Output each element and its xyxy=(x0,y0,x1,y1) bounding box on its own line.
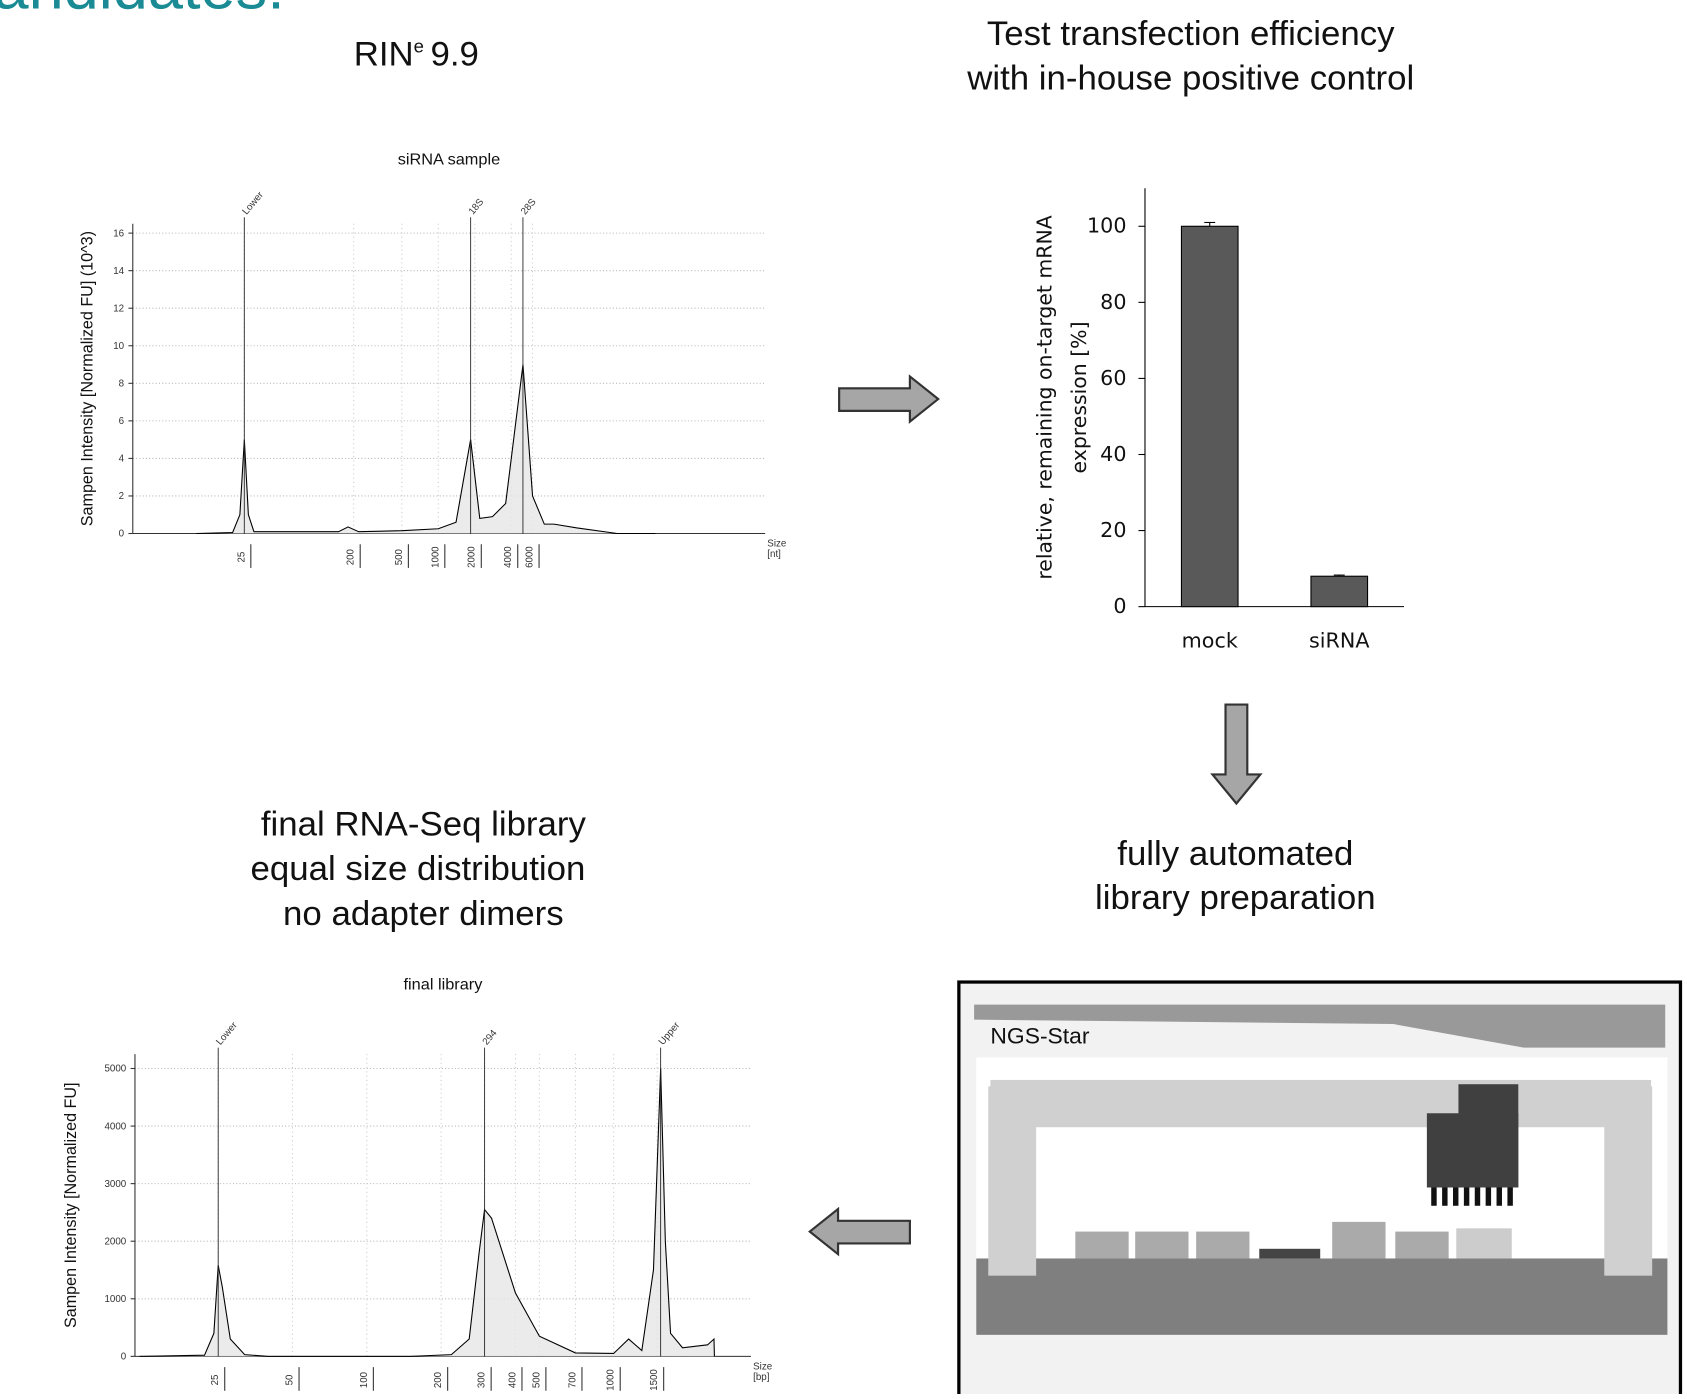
x-tick-label: 400 xyxy=(507,1371,518,1388)
rin-text: RINe 9.9 xyxy=(354,36,479,74)
labware xyxy=(1456,1228,1512,1258)
x-tick-label: 50 xyxy=(284,1374,295,1385)
rin-sup: e xyxy=(414,36,424,57)
x-tick-label: 25 xyxy=(210,1375,221,1386)
x-tick-label: 1500 xyxy=(649,1369,660,1391)
y-tick-label: 0 xyxy=(119,529,125,540)
transfection-text: Test transfection efficiency xyxy=(987,15,1395,53)
y-tick-label: 12 xyxy=(113,303,124,314)
x-axis-label: [nt] xyxy=(767,549,781,560)
y-tick-label: 8 xyxy=(119,379,124,390)
data-line xyxy=(196,365,655,534)
gantry-leg xyxy=(988,1086,1036,1275)
tip-rack xyxy=(1259,1249,1320,1259)
x-tick-label: 25 xyxy=(236,552,247,563)
instrument-diagram: NGS-Star xyxy=(959,982,1681,1394)
y-tick-label: 2 xyxy=(119,491,124,502)
transfection-text: with in-house positive control xyxy=(966,59,1414,97)
bar xyxy=(1181,226,1238,606)
instrument-label: NGS-Star xyxy=(990,1022,1089,1048)
page: andidates: RINe 9.9 Test transfection eff… xyxy=(0,0,1687,1394)
y-tick-label: 2000 xyxy=(105,1236,127,1247)
y-tick-label: 4000 xyxy=(105,1121,127,1132)
arrow xyxy=(810,1209,910,1254)
y-tick-label: 1000 xyxy=(105,1294,127,1305)
labware xyxy=(1332,1222,1385,1259)
chart-title: siRNA sample xyxy=(398,151,500,169)
gantry xyxy=(990,1080,1651,1127)
peak-label: 28S xyxy=(519,196,539,217)
x-tick-label: 2000 xyxy=(467,546,478,568)
x-axis-label: Size xyxy=(767,538,786,549)
x-tick-label: 200 xyxy=(433,1371,444,1388)
y-tick-label: 80 xyxy=(1100,290,1126,314)
y-tick-label: 40 xyxy=(1100,442,1126,466)
automation-text: fully automated xyxy=(1117,835,1353,873)
x-axis-label: [bp] xyxy=(753,1372,769,1383)
x-tick-label: 100 xyxy=(359,1371,370,1388)
peak-label: Lower xyxy=(214,1020,240,1048)
y-axis-label: Sampen Intensity [Normalized FU] (10^3) xyxy=(78,231,96,526)
y-tick-label: 4 xyxy=(119,454,125,465)
arrow xyxy=(1212,705,1260,804)
x-tick-label: 1000 xyxy=(606,1369,617,1391)
y-tick-label: 6 xyxy=(119,416,124,427)
library-text: no adapter dimers xyxy=(283,895,564,933)
y-tick-label: 16 xyxy=(113,228,124,239)
x-tick-label: 500 xyxy=(394,549,405,566)
peak-label: 18S xyxy=(467,196,487,217)
x-tick-label: 700 xyxy=(567,1371,578,1388)
x-tick-label: mock xyxy=(1182,629,1238,653)
pipetting-head xyxy=(1427,1113,1518,1187)
slide: andidates: RINe 9.9 Test transfection eff… xyxy=(0,0,1687,1394)
y-tick-label: 3000 xyxy=(105,1179,127,1190)
peak-label: Upper xyxy=(657,1020,683,1048)
slide-title: andidates: xyxy=(0,0,285,23)
library-text: equal size distribution xyxy=(251,850,586,888)
gantry-leg xyxy=(1604,1086,1652,1275)
data-line xyxy=(140,1069,715,1357)
y-tick-label: 20 xyxy=(1100,518,1126,542)
automation-text: library preparation xyxy=(1095,879,1376,917)
x-axis-label: Size xyxy=(753,1361,772,1372)
x-tick-label: siRNA xyxy=(1309,629,1369,653)
y-tick-label: 14 xyxy=(113,266,124,277)
deck xyxy=(976,1258,1667,1334)
bar xyxy=(1311,576,1368,606)
rin-label: RIN xyxy=(354,36,414,74)
x-tick-label: 6000 xyxy=(524,546,535,568)
x-tick-label: 4000 xyxy=(503,546,514,568)
x-tick-label: 1000 xyxy=(430,546,441,568)
x-tick-label: 200 xyxy=(346,549,357,566)
peak-label: Lower xyxy=(240,189,266,217)
library-text: final RNA-Seq library xyxy=(261,806,587,844)
labware xyxy=(1075,1232,1128,1259)
y-tick-label: 0 xyxy=(121,1352,127,1363)
y-tick-label: 10 xyxy=(113,341,124,352)
rin-value: 9.9 xyxy=(431,36,479,74)
y-axis-label: expression [%] xyxy=(1067,321,1091,473)
y-tick-label: 100 xyxy=(1087,214,1126,238)
y-tick-label: 60 xyxy=(1100,366,1126,390)
x-tick-label: 300 xyxy=(477,1371,488,1388)
y-axis-label: Sampen Intensity [Normalized FU] xyxy=(62,1082,80,1328)
y-tick-label: 5000 xyxy=(105,1064,127,1075)
y-axis-label: relative, remaining on-target mRNA xyxy=(1032,215,1056,579)
labware xyxy=(1135,1232,1188,1259)
chart-title: final library xyxy=(404,976,484,994)
peak-label: 294 xyxy=(481,1028,500,1048)
y-tick-label: 0 xyxy=(1113,594,1126,618)
arrow xyxy=(839,376,938,421)
labware xyxy=(1196,1232,1249,1259)
labware xyxy=(1395,1232,1448,1259)
x-tick-label: 500 xyxy=(531,1371,542,1388)
